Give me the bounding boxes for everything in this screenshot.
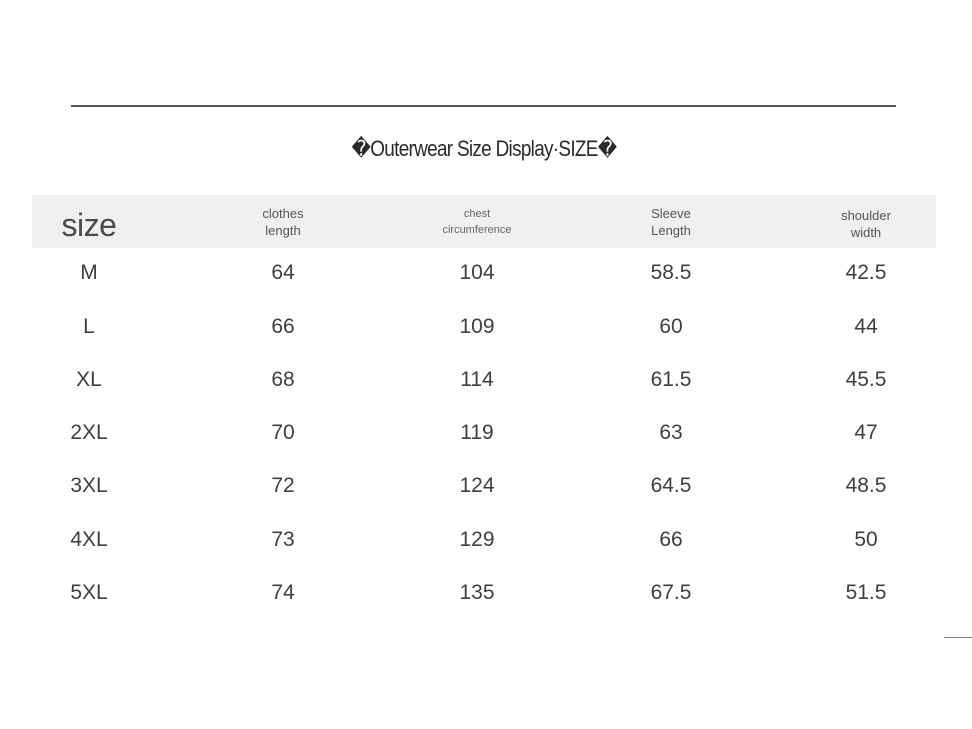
table-row: XL 68 114 61.5 45.5 bbox=[32, 355, 936, 408]
cell-size: XL bbox=[76, 367, 102, 391]
cell-size: 5XL bbox=[70, 581, 108, 605]
cell-shoulder: 44 bbox=[854, 314, 878, 338]
cell-chest: 109 bbox=[459, 314, 495, 338]
cell-size: 4XL bbox=[70, 527, 108, 551]
cell-sleeve: 64.5 bbox=[650, 474, 692, 498]
cell-sleeve: 60 bbox=[659, 314, 683, 338]
cell-clothes-length: 73 bbox=[271, 527, 295, 551]
cell-clothes-length: 68 bbox=[271, 367, 295, 391]
cell-chest: 104 bbox=[459, 261, 495, 285]
header-shoulder-line1: shoulder bbox=[841, 208, 891, 223]
cell-sleeve: 61.5 bbox=[650, 367, 692, 391]
header-chest-line2: circumference bbox=[442, 224, 512, 236]
cell-size: 3XL bbox=[70, 474, 108, 498]
header-shoulder-width: shoulder width bbox=[841, 207, 891, 241]
table-row: L 66 109 60 44 bbox=[32, 302, 936, 355]
header-sleeve-line2: Length bbox=[651, 223, 691, 238]
cell-chest: 124 bbox=[459, 474, 495, 498]
header-shoulder-line2: width bbox=[850, 225, 882, 240]
header-sleeve-line1: Sleeve bbox=[651, 206, 691, 221]
cell-size: M bbox=[80, 261, 98, 285]
cell-shoulder: 50 bbox=[854, 527, 878, 551]
size-table: size clothes length chest circumference … bbox=[32, 195, 936, 621]
header-clothes-length: clothes length bbox=[262, 205, 303, 239]
cell-sleeve: 67.5 bbox=[650, 581, 692, 605]
cell-chest: 129 bbox=[459, 527, 495, 551]
cell-sleeve: 66 bbox=[659, 527, 683, 551]
page-title: �Outerwear Size Display·SIZE� bbox=[351, 136, 618, 161]
table-row: 2XL 70 119 63 47 bbox=[32, 408, 936, 461]
table-body: M 64 104 58.5 42.5 L 66 109 60 44 XL 68 114 61.5 45.5 2… bbox=[32, 248, 936, 621]
cell-size: L bbox=[83, 314, 95, 338]
cell-shoulder: 45.5 bbox=[845, 367, 887, 391]
table-row: M 64 104 58.5 42.5 bbox=[32, 248, 936, 301]
cell-clothes-length: 74 bbox=[271, 581, 295, 605]
cell-sleeve: 58.5 bbox=[650, 261, 692, 285]
cell-clothes-length: 64 bbox=[271, 261, 295, 285]
edge-tick-line bbox=[944, 637, 972, 638]
cell-shoulder: 47 bbox=[854, 421, 878, 445]
cell-clothes-length: 70 bbox=[271, 421, 295, 445]
header-sleeve-length: Sleeve Length bbox=[651, 205, 691, 239]
table-row: 5XL 74 135 67.5 51.5 bbox=[32, 568, 936, 621]
top-divider bbox=[71, 105, 896, 107]
table-row: 3XL 72 124 64.5 48.5 bbox=[32, 461, 936, 514]
table-row: 4XL 73 129 66 50 bbox=[32, 515, 936, 568]
cell-shoulder: 42.5 bbox=[845, 261, 887, 285]
cell-chest: 119 bbox=[460, 421, 494, 445]
table-header-row: size clothes length chest circumference … bbox=[32, 195, 936, 249]
cell-clothes-length: 66 bbox=[271, 314, 295, 338]
header-chest-line1: chest bbox=[463, 208, 491, 220]
cell-chest: 114 bbox=[460, 367, 494, 391]
cell-sleeve: 63 bbox=[659, 421, 683, 445]
cell-shoulder: 48.5 bbox=[845, 474, 887, 498]
header-clothes-length-line2: length bbox=[265, 223, 301, 238]
cell-clothes-length: 72 bbox=[271, 474, 295, 498]
cell-shoulder: 51.5 bbox=[845, 581, 887, 605]
header-clothes-length-line1: clothes bbox=[262, 206, 304, 221]
header-size: size bbox=[61, 207, 117, 243]
cell-size: 2XL bbox=[70, 421, 108, 445]
header-chest-circumference: chest circumference bbox=[442, 206, 511, 238]
cell-chest: 135 bbox=[459, 581, 495, 605]
